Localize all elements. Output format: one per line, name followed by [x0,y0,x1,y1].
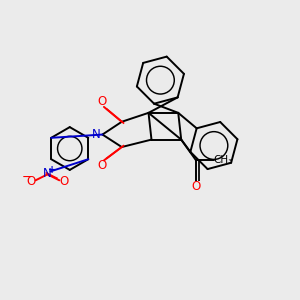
Text: O: O [60,175,69,188]
Text: +: + [48,165,56,175]
Text: O: O [26,175,35,188]
Text: N: N [43,167,52,180]
Text: N: N [92,128,100,141]
Text: O: O [192,180,201,194]
Text: O: O [98,159,107,172]
Text: −: − [21,171,32,184]
Text: CH₃: CH₃ [213,155,232,165]
Text: O: O [98,95,107,108]
